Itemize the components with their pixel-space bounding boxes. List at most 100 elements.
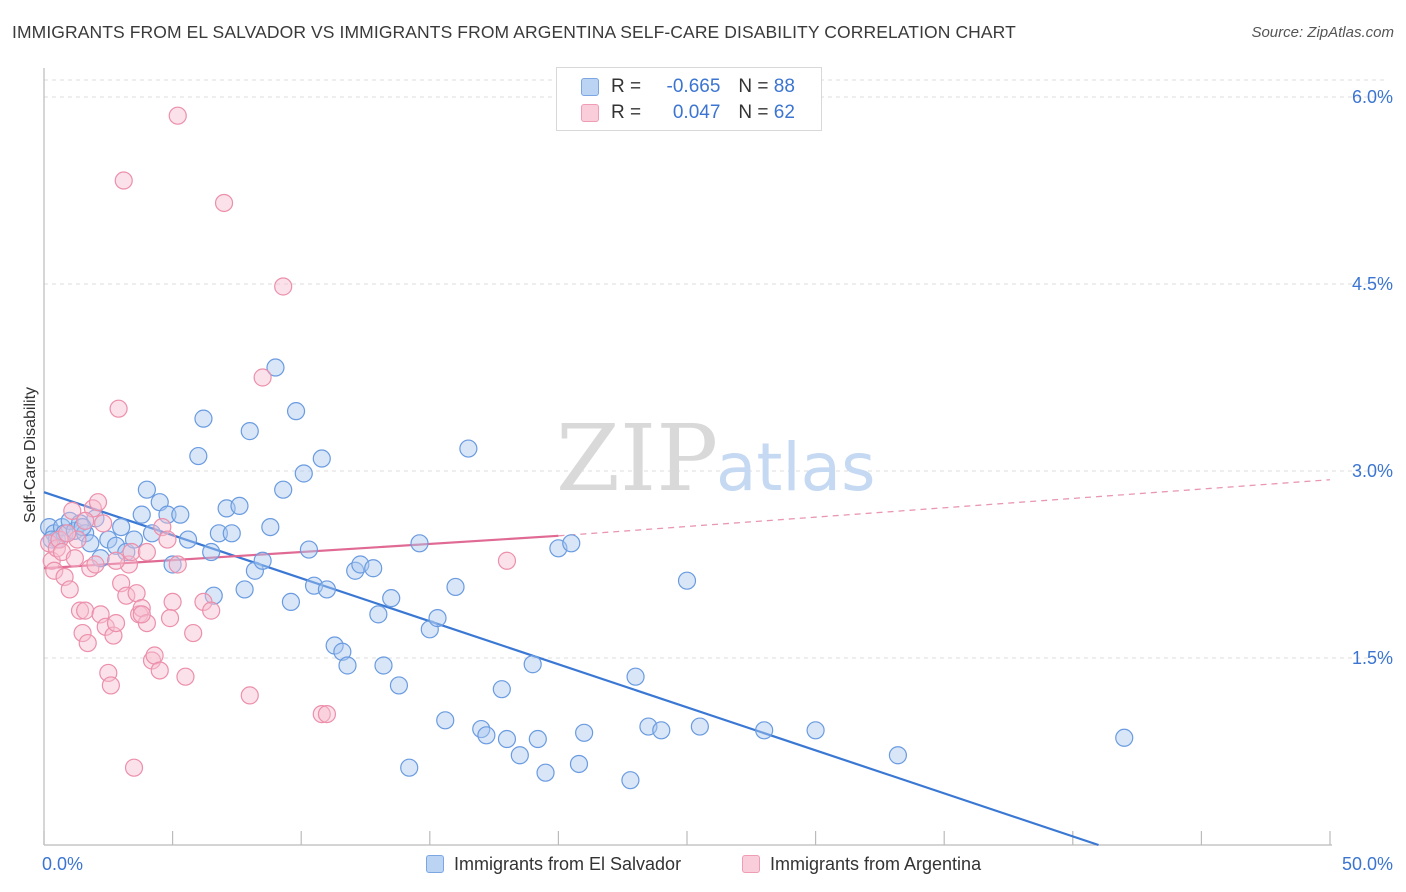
point-el-salvador xyxy=(677,571,697,590)
point-el-salvador xyxy=(274,480,293,499)
point-el-salvador xyxy=(523,655,542,674)
grid-lines xyxy=(44,79,1385,659)
point-el-salvador xyxy=(294,464,313,483)
point-el-salvador xyxy=(299,540,319,559)
watermark-atlas: atlas xyxy=(716,429,876,506)
point-argentina xyxy=(142,651,162,670)
point-el-salvador xyxy=(497,729,517,749)
point-argentina xyxy=(168,555,187,574)
legend-swatch-blue xyxy=(581,78,599,96)
point-el-salvador xyxy=(171,505,190,524)
point-argentina xyxy=(253,368,272,387)
point-argentina xyxy=(150,661,169,680)
point-el-salvador xyxy=(528,729,547,749)
point-el-salvador xyxy=(436,711,455,730)
point-argentina xyxy=(94,514,113,533)
point-argentina xyxy=(101,676,120,695)
point-argentina xyxy=(68,530,87,549)
y-tick-label: 1.5% xyxy=(1352,648,1393,668)
point-argentina xyxy=(76,601,95,620)
point-argentina xyxy=(163,592,182,612)
series-legend-argentina: Immigrants from Argentina xyxy=(742,852,981,876)
point-el-salvador xyxy=(400,758,419,777)
point-argentina xyxy=(65,549,84,568)
point-argentina xyxy=(63,501,82,520)
watermark-zip: ZIP xyxy=(556,405,718,512)
legend-r-label: R = xyxy=(611,102,642,123)
legend-r-value: -0.665 xyxy=(666,76,721,97)
tick-labels: 1.5% 3.0% 4.5% 6.0% 0.0% 50.0% xyxy=(42,87,1393,874)
point-el-salvador xyxy=(626,667,645,686)
series-label: Immigrants from Argentina xyxy=(770,853,982,874)
point-argentina xyxy=(137,613,156,633)
point-el-salvador xyxy=(106,536,126,555)
point-el-salvador xyxy=(230,496,249,516)
point-argentina xyxy=(114,171,133,190)
axes xyxy=(43,68,1332,846)
point-argentina xyxy=(124,758,144,777)
legend-swatch-pink xyxy=(581,104,599,122)
point-argentina xyxy=(312,704,331,724)
point-argentina xyxy=(106,613,126,633)
point-el-salvador xyxy=(112,517,131,537)
point-el-salvador xyxy=(510,746,529,765)
legend-n-label: N = xyxy=(738,76,769,97)
legend-row-el-salvador: R = -0.665 N = 88 xyxy=(581,75,795,99)
y-tick-label: 4.5% xyxy=(1352,274,1393,294)
legend-n-value: 62 xyxy=(773,102,795,123)
point-el-salvador xyxy=(446,577,465,597)
point-el-salvador xyxy=(163,555,182,574)
point-el-salvador xyxy=(410,534,429,553)
point-el-salvador xyxy=(286,402,306,421)
point-argentina xyxy=(240,686,259,705)
point-argentina xyxy=(176,667,195,686)
point-el-salvador xyxy=(137,480,156,499)
legend-n-value: 88 xyxy=(773,76,795,97)
point-el-salvador xyxy=(364,559,383,578)
point-argentina xyxy=(58,524,77,543)
point-argentina xyxy=(109,399,128,418)
point-el-salvador xyxy=(261,517,280,537)
point-argentina xyxy=(132,605,151,624)
point-el-salvador xyxy=(240,422,259,441)
point-el-salvador xyxy=(621,771,640,790)
point-el-salvador xyxy=(888,746,908,765)
point-el-salvador xyxy=(312,449,331,468)
y-axis-label: Self-Care Disability xyxy=(22,387,39,523)
point-el-salvador xyxy=(281,592,301,612)
point-el-salvador xyxy=(253,551,272,570)
point-argentina xyxy=(137,542,156,562)
chart-title: IMMIGRANTS FROM EL SALVADOR VS IMMIGRANT… xyxy=(12,22,1016,42)
point-el-salvador xyxy=(382,589,401,608)
point-el-salvador xyxy=(266,358,285,377)
point-el-salvador xyxy=(235,580,254,599)
series-legend-el-salvador: Immigrants from El Salvador xyxy=(426,852,681,876)
point-el-salvador xyxy=(209,524,228,543)
point-el-salvador xyxy=(222,524,241,543)
series-label: Immigrants from El Salvador xyxy=(454,853,682,874)
point-argentina xyxy=(497,551,517,570)
point-argentina xyxy=(76,511,95,530)
point-el-salvador xyxy=(652,721,671,740)
point-el-salvador xyxy=(202,542,221,562)
point-argentina xyxy=(60,580,79,599)
point-el-salvador xyxy=(389,676,409,695)
point-argentina xyxy=(158,530,177,549)
point-el-salvador xyxy=(1115,728,1134,747)
watermark: ZIP atlas xyxy=(556,405,876,512)
point-argentina xyxy=(78,633,97,653)
point-el-salvador xyxy=(562,534,581,553)
legend-r-value: 0.047 xyxy=(672,102,721,123)
point-el-salvador xyxy=(569,754,589,774)
point-el-salvador xyxy=(142,524,162,543)
legend-row-argentina: R = 0.047 N = 62 xyxy=(581,101,795,125)
point-el-salvador xyxy=(575,723,594,742)
point-el-salvador xyxy=(690,717,709,736)
point-el-salvador xyxy=(132,505,151,524)
correlation-legend: R = -0.665 N = 88 R = 0.047 N = 62 xyxy=(556,67,822,131)
point-el-salvador xyxy=(317,580,337,599)
x-tick-label: 0.0% xyxy=(42,854,83,874)
legend-n-label: N = xyxy=(738,102,769,123)
point-el-salvador xyxy=(492,680,511,699)
trend-line-extension xyxy=(558,479,1331,537)
